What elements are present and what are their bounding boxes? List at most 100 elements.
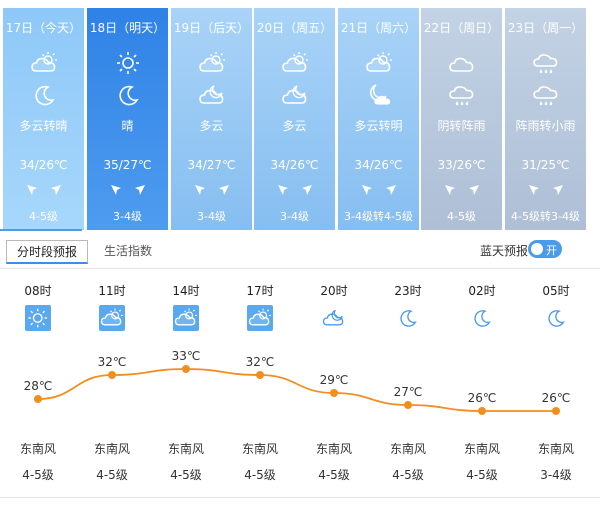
moon-cloud-icon <box>364 82 394 108</box>
hour-time: 11时 <box>98 284 126 298</box>
hour-wind-level: 4-5级 <box>392 468 424 482</box>
rain-cloud-icon <box>531 82 561 108</box>
selected-day-underline <box>0 229 82 231</box>
day-card[interactable]: 17日（今天） 多云转晴 34/26℃ 4-5级 <box>3 8 84 230</box>
temperature-point <box>108 371 116 379</box>
day-temperature: 34/26℃ <box>19 158 68 172</box>
wind-direction-icon <box>527 182 565 196</box>
day-card[interactable]: 18日（明天） 晴 35/27℃ 3-4级 <box>87 8 168 230</box>
hour-wind-direction: 东南风 <box>241 442 278 456</box>
temperature-curve: 28℃ 32℃ 33℃ 32℃ 29℃ 27℃ 26℃ 26℃ <box>24 349 570 415</box>
day-temperature: 33/26℃ <box>437 158 486 172</box>
hour-wind-level: 4-5级 <box>318 468 350 482</box>
sun-icon <box>25 305 51 331</box>
day-card[interactable]: 21日（周六） 多云转明 34/26℃ 3-4级转4-5级 <box>338 8 419 230</box>
day-card[interactable]: 20日（周五） 多云 34/26℃ 3-4级 <box>254 8 335 230</box>
hour-time: 05时 <box>542 284 570 298</box>
day-weather: 多云转明 <box>354 119 403 133</box>
hour-wind-direction: 东南风 <box>19 442 56 456</box>
partly-cloudy-icon <box>197 50 227 76</box>
cloudy-night-icon <box>280 82 310 108</box>
hour-wind-level: 4-5级 <box>170 468 202 482</box>
day-date: 22日（周日） <box>423 21 500 35</box>
day-date: 17日（今天） <box>5 21 82 35</box>
day-date: 21日（周六） <box>340 21 417 35</box>
hour-time: 23时 <box>394 284 422 298</box>
partly-cloudy-icon <box>280 50 310 76</box>
day-wind-level: 3-4级 <box>280 210 309 223</box>
partly-cloudy-icon <box>99 305 125 331</box>
day-date: 18日（明天） <box>89 21 166 35</box>
moon-icon <box>113 82 143 108</box>
hour-wind-level: 4-5级 <box>244 468 276 482</box>
day-wind-level: 3-4级 <box>113 210 142 223</box>
moon-icon <box>543 305 569 331</box>
day-card[interactable]: 23日（周一） 阵雨转小雨 31/25℃ 4-5级转3-4级 <box>505 8 586 230</box>
day-card[interactable]: 22日（周日） 阴转阵雨 33/26℃ 4-5级 <box>421 8 502 230</box>
hour-wind-level: 4-5级 <box>96 468 128 482</box>
hour-time: 14时 <box>172 284 200 298</box>
cloud-icon <box>447 50 477 76</box>
temperature-point <box>34 395 42 403</box>
wind-direction-icon <box>193 182 231 196</box>
day-weather: 多云 <box>282 119 307 133</box>
hour-wind-level: 4-5级 <box>22 468 54 482</box>
day-wind-level: 4-5级 <box>29 210 58 223</box>
hour-time: 08时 <box>24 284 52 298</box>
hour-wind-direction: 东南风 <box>93 442 130 456</box>
temperature-label: 33℃ <box>172 349 201 363</box>
cloudy-night-icon <box>321 305 347 331</box>
partly-cloudy-icon <box>364 50 394 76</box>
day-wind-level: 3-4级转4-5级 <box>344 210 413 223</box>
day-temperature: 31/25℃ <box>521 158 570 172</box>
tab-life-index[interactable]: 生活指数 <box>104 244 153 258</box>
day-temperature: 34/26℃ <box>354 158 403 172</box>
day-weather: 多云 <box>199 119 224 133</box>
moon-icon <box>29 82 59 108</box>
temperature-point <box>256 371 264 379</box>
temperature-label: 32℃ <box>98 355 127 369</box>
temperature-label: 27℃ <box>394 385 423 399</box>
wind-direction-icon <box>109 182 147 196</box>
temperature-label: 28℃ <box>24 379 53 393</box>
sun-icon <box>113 50 143 76</box>
day-date: 20日（周五） <box>256 21 333 35</box>
temperature-label: 26℃ <box>468 391 497 405</box>
wind-direction-icon <box>276 182 314 196</box>
day-wind-level: 4-5级 <box>447 210 476 223</box>
temperature-point <box>552 407 560 415</box>
day-temperature: 34/27℃ <box>187 158 236 172</box>
temperature-point <box>330 389 338 397</box>
partly-cloudy-icon <box>173 305 199 331</box>
wind-direction-icon <box>25 182 63 196</box>
divider-bottom <box>0 497 600 498</box>
hour-wind-level: 4-5级 <box>466 468 498 482</box>
day-temperature: 35/27℃ <box>103 158 152 172</box>
seven-day-forecast: 17日（今天） 多云转晴 34/26℃ 4-5级 18日（明天） 晴 35/27℃… <box>0 0 600 232</box>
blue-sky-toggle[interactable]: 开 <box>528 240 562 258</box>
rain-cloud-icon <box>447 82 477 108</box>
moon-icon <box>469 305 495 331</box>
day-wind-level: 3-4级 <box>197 210 226 223</box>
toggle-label: 开 <box>546 244 557 257</box>
day-temperature: 34/26℃ <box>270 158 319 172</box>
day-date: 23日（周一） <box>507 21 584 35</box>
temperature-point <box>478 407 486 415</box>
day-weather: 晴 <box>121 119 134 133</box>
day-card[interactable]: 19日（后天） 多云 34/27℃ 3-4级 <box>171 8 252 230</box>
hour-wind-direction: 东南风 <box>389 442 426 456</box>
wind-direction-icon <box>443 182 481 196</box>
wind-direction-icon <box>360 182 398 196</box>
temperature-point <box>404 401 412 409</box>
partly-cloudy-icon <box>247 305 273 331</box>
day-date: 19日（后天） <box>173 21 250 35</box>
temperature-label: 32℃ <box>246 355 275 369</box>
tab-hourly-forecast[interactable]: 分时段预报 <box>6 240 88 264</box>
hour-time: 02时 <box>468 284 496 298</box>
day-weather: 阵雨转小雨 <box>515 119 576 133</box>
moon-icon <box>395 305 421 331</box>
hour-wind-direction: 东南风 <box>167 442 204 456</box>
day-weather: 多云转晴 <box>19 119 68 133</box>
cloudy-night-icon <box>197 82 227 108</box>
day-weather: 阴转阵雨 <box>437 119 486 133</box>
